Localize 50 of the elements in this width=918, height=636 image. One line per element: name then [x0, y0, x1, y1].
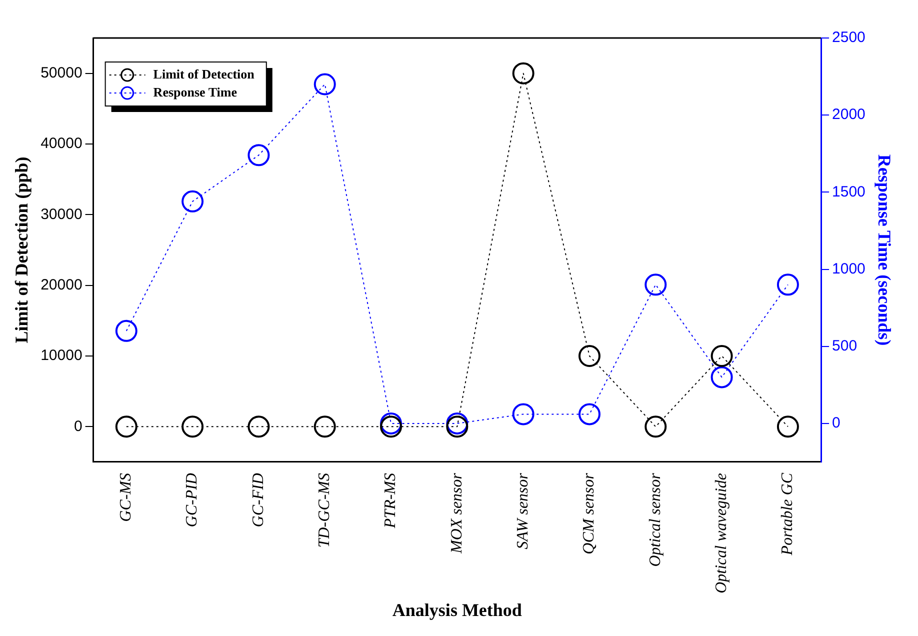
point	[380, 416, 402, 438]
x-tick-label: GC-MS	[118, 472, 135, 522]
y-axis-title: Limit of Detection (ppb)	[11, 156, 32, 344]
x-tick-label: QCM sensor	[580, 472, 598, 554]
x-tick-label: GC-PID	[184, 472, 201, 528]
x-tick-label: MOX sensor	[448, 472, 466, 554]
point	[380, 412, 402, 434]
y-tick-label: 20000	[40, 276, 82, 294]
x-tick-label: PTR-MS	[382, 472, 400, 530]
point	[512, 403, 534, 426]
y-tick-label: 30000	[40, 206, 82, 223]
y-tick-label: 50000	[40, 64, 82, 82]
y2-tick-label: 1000	[832, 260, 866, 278]
y-tick-label: 40000	[40, 135, 82, 152]
point	[578, 344, 600, 367]
point	[115, 320, 138, 342]
point	[248, 416, 270, 438]
point	[248, 144, 270, 166]
point	[710, 366, 733, 388]
point	[446, 412, 468, 434]
point	[710, 344, 733, 367]
point	[776, 416, 799, 438]
point	[776, 274, 799, 296]
point	[314, 416, 336, 438]
point	[644, 416, 667, 438]
x-tick-label: Portable GC	[779, 472, 796, 556]
x-tick-label: Optical waveguide	[713, 472, 730, 594]
point	[644, 274, 667, 296]
point	[182, 416, 204, 438]
point	[578, 403, 600, 426]
legend-label: Response Time	[153, 84, 238, 100]
legend-label: Limit of Detection	[153, 66, 256, 82]
point	[512, 62, 534, 84]
y-tick-label: 0	[74, 418, 82, 435]
x-tick-label: Optical sensor	[646, 472, 664, 567]
x-axis-title: Analysis Method	[392, 600, 522, 620]
x-tick-label: TD-GC-MS	[316, 472, 334, 548]
y2-tick-label: 2000	[832, 106, 866, 124]
x-tick-label: SAW sensor	[514, 472, 532, 550]
y2-tick-label: 1500	[832, 183, 866, 200]
point	[115, 416, 138, 438]
y2-tick-label: 2500	[832, 29, 866, 46]
x-tick-label: GC-FID	[250, 472, 267, 528]
y2-tick-label: 0	[832, 414, 840, 432]
point	[314, 73, 336, 96]
point	[446, 416, 468, 438]
y2-axis-title: Response Time (seconds)	[874, 154, 895, 346]
y2-tick-label: 500	[832, 337, 858, 354]
y-tick-label: 10000	[40, 347, 82, 364]
point	[182, 190, 204, 212]
